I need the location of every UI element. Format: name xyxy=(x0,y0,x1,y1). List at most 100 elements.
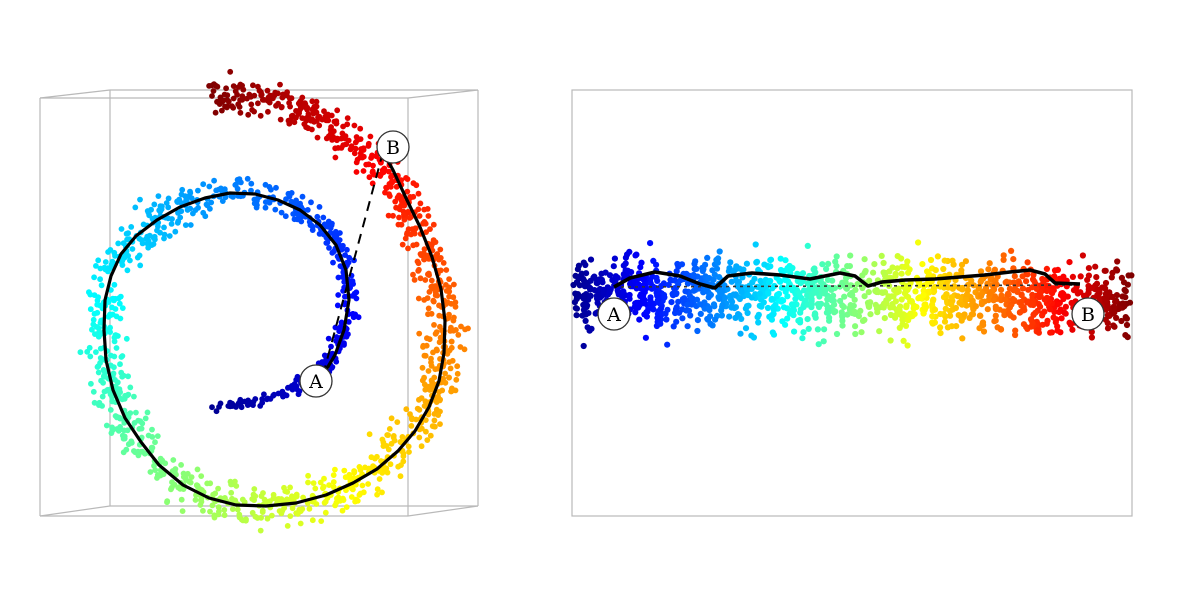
data-point xyxy=(791,328,798,335)
data-point xyxy=(333,334,340,340)
data-point xyxy=(796,290,803,297)
swiss-roll-points xyxy=(77,68,471,534)
data-point xyxy=(664,341,671,348)
data-point xyxy=(887,311,895,319)
data-point xyxy=(127,384,134,391)
data-point xyxy=(937,330,944,337)
data-point xyxy=(424,385,431,392)
data-point xyxy=(289,505,296,512)
data-point xyxy=(221,91,228,98)
data-point xyxy=(230,83,237,89)
data-point xyxy=(1054,301,1061,308)
data-point xyxy=(685,307,693,314)
data-point xyxy=(287,484,293,491)
data-point xyxy=(420,220,427,227)
data-point xyxy=(880,269,887,276)
data-point xyxy=(394,419,401,425)
data-point xyxy=(437,246,444,253)
data-point xyxy=(948,301,955,308)
data-point xyxy=(281,484,287,491)
data-point xyxy=(965,281,972,288)
data-point xyxy=(136,235,143,242)
data-point xyxy=(194,466,201,473)
data-point xyxy=(782,257,789,264)
data-point xyxy=(859,272,866,279)
data-point xyxy=(1119,300,1126,307)
data-point xyxy=(410,242,417,249)
data-point xyxy=(299,193,306,200)
data-point xyxy=(107,329,113,335)
data-point xyxy=(1000,252,1007,259)
data-point xyxy=(279,388,286,395)
geodesic-path xyxy=(102,151,447,508)
data-point xyxy=(238,516,245,523)
data-point xyxy=(587,286,594,293)
data-point xyxy=(179,186,186,193)
data-point xyxy=(425,213,432,219)
data-point xyxy=(316,204,323,210)
data-point xyxy=(326,482,332,488)
data-point xyxy=(321,221,328,228)
data-point xyxy=(124,427,131,434)
data-point xyxy=(730,291,737,298)
data-point xyxy=(165,204,172,211)
data-point xyxy=(684,280,692,287)
data-point xyxy=(365,143,372,149)
data-point xyxy=(814,326,822,333)
data-point xyxy=(248,101,255,108)
data-point xyxy=(1066,259,1073,266)
data-point xyxy=(161,231,168,238)
data-point xyxy=(959,286,966,293)
data-point xyxy=(653,289,660,296)
data-point xyxy=(975,285,982,292)
data-point xyxy=(716,248,723,255)
data-point xyxy=(881,315,888,322)
data-point xyxy=(1111,304,1118,311)
data-point xyxy=(852,323,859,330)
data-point xyxy=(879,289,886,296)
data-point xyxy=(593,292,600,299)
data-point xyxy=(330,484,337,490)
data-point xyxy=(1009,295,1016,303)
data-point xyxy=(368,155,374,161)
data-point xyxy=(821,326,828,333)
data-point xyxy=(624,267,631,274)
data-point xyxy=(360,168,367,174)
data-point xyxy=(458,323,464,330)
data-point xyxy=(1018,292,1025,299)
data-point xyxy=(428,363,435,369)
data-point xyxy=(790,301,797,308)
data-point xyxy=(825,260,832,267)
data-point xyxy=(335,292,342,298)
data-point xyxy=(751,275,758,282)
data-point xyxy=(951,283,958,290)
data-point xyxy=(409,226,416,233)
data-point xyxy=(396,192,402,199)
data-point xyxy=(432,289,439,296)
data-point xyxy=(95,257,102,264)
data-point xyxy=(309,126,315,133)
data-point xyxy=(345,319,352,325)
data-point xyxy=(281,505,288,511)
data-point xyxy=(265,108,271,115)
data-point xyxy=(580,295,587,302)
data-point xyxy=(913,303,920,311)
data-point xyxy=(899,316,906,323)
data-point xyxy=(753,259,760,266)
data-point xyxy=(230,95,237,102)
data-point xyxy=(765,290,772,297)
data-point xyxy=(861,293,868,300)
data-point xyxy=(279,94,286,101)
data-point xyxy=(699,267,706,275)
data-point xyxy=(253,198,260,205)
data-point xyxy=(209,404,215,411)
data-point xyxy=(125,373,131,380)
data-point xyxy=(353,159,360,166)
data-point xyxy=(216,101,223,107)
data-point xyxy=(743,260,751,267)
data-point xyxy=(755,311,762,318)
data-point xyxy=(329,220,335,227)
data-point xyxy=(581,283,589,290)
marker-a: A xyxy=(597,297,631,331)
data-point xyxy=(399,434,406,440)
